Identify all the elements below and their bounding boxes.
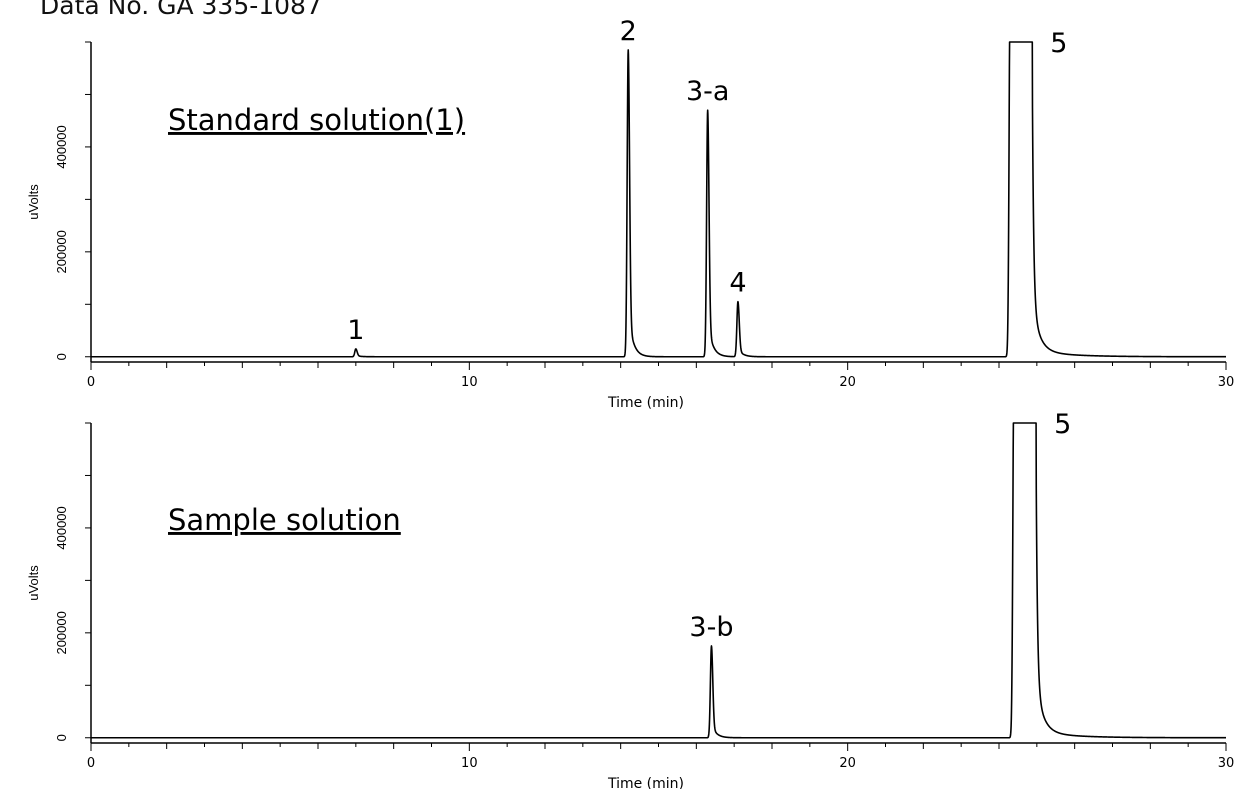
x-axis-title: Time (min) bbox=[607, 776, 684, 789]
x-tick-label: 20 bbox=[839, 375, 856, 390]
peak-label-4: 4 bbox=[729, 268, 746, 299]
chromatogram-trace bbox=[91, 42, 1226, 357]
x-tick-label: 10 bbox=[461, 756, 478, 771]
y-axis-title: uVolts bbox=[26, 184, 41, 220]
panel-title: Sample solution bbox=[168, 503, 401, 537]
x-tick-label: 0 bbox=[87, 375, 95, 390]
x-tick-label: 30 bbox=[1218, 375, 1235, 390]
peak-label-5: 5 bbox=[1050, 28, 1067, 59]
y-tick-label: 200000 bbox=[54, 230, 69, 273]
y-axis-title: uVolts bbox=[26, 565, 41, 601]
y-tick-label: 200000 bbox=[54, 611, 69, 654]
peak-label-5: 5 bbox=[1054, 409, 1071, 440]
y-tick-label: 0 bbox=[54, 734, 69, 741]
y-tick-label: 400000 bbox=[54, 506, 69, 549]
x-tick-label: 30 bbox=[1218, 756, 1235, 771]
chart-panel-1: 0 200000 400000 0 10 20 30 Time (min) uVolts Stan… bbox=[26, 16, 1234, 411]
x-tick-label: 10 bbox=[461, 375, 478, 390]
y-tick-label: 400000 bbox=[54, 125, 69, 168]
chart-panel-2: 0 200000 400000 0 10 20 30 Time (min) uVolts Samp… bbox=[26, 409, 1234, 789]
peak-label-3-b: 3-b bbox=[689, 612, 733, 643]
x-tick-label: 20 bbox=[839, 756, 856, 771]
peak-label-3-a: 3-a bbox=[686, 76, 729, 107]
panel-title: Standard solution(1) bbox=[168, 103, 465, 137]
peak-label-2: 2 bbox=[620, 16, 637, 47]
x-tick-label: 0 bbox=[87, 756, 95, 771]
chromatogram-trace bbox=[91, 423, 1226, 738]
x-axis-title: Time (min) bbox=[607, 395, 684, 411]
data-number-text: Data No. GA 335-1087 bbox=[40, 0, 322, 20]
peak-label-1: 1 bbox=[347, 315, 364, 346]
y-tick-label: 0 bbox=[54, 353, 69, 360]
